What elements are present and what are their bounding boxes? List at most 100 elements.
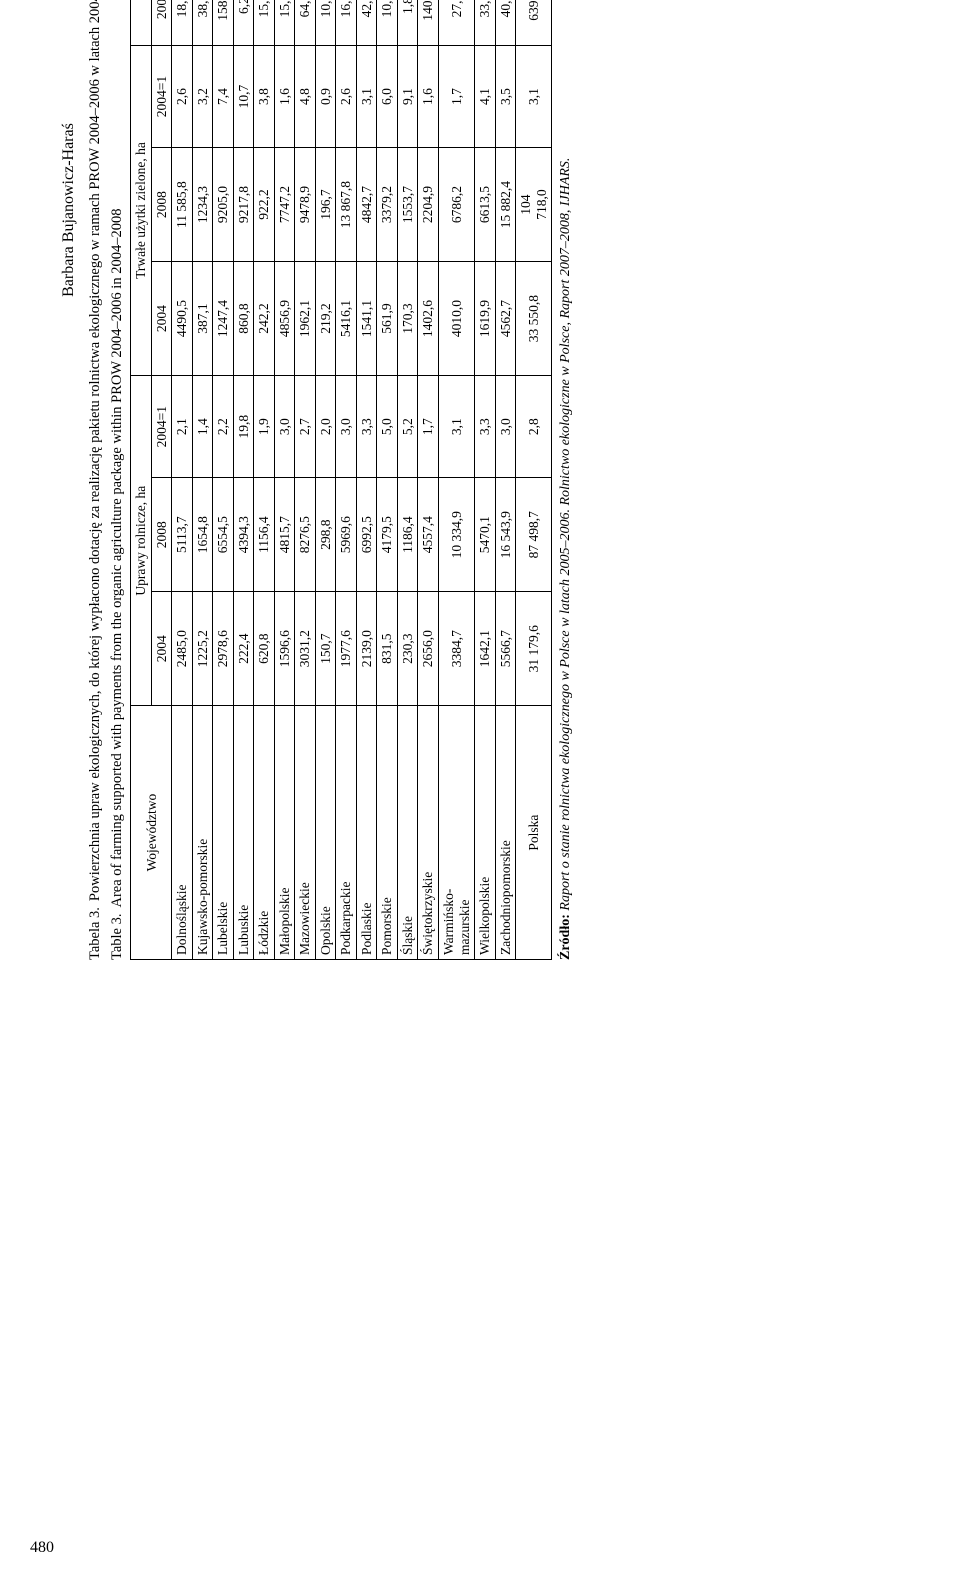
cell: 170,3: [397, 262, 418, 376]
cell: 1,4: [192, 376, 213, 478]
cell: 40,6: [495, 0, 516, 46]
cell: 6,0: [377, 46, 398, 148]
cell: 16 543,9: [495, 478, 516, 592]
cell: 4856,9: [274, 262, 295, 376]
cell: 1225,2: [192, 592, 213, 706]
cell: 2139,0: [356, 592, 377, 706]
page-number: 480: [30, 1539, 54, 1557]
cell: 1247,4: [213, 262, 234, 376]
cell: 6992,5: [356, 478, 377, 592]
table-row: Wielkopolskie1642,15470,13,31619,96613,5…: [475, 0, 496, 960]
row-label: Podkarpackie: [336, 706, 357, 960]
cell: 4394,3: [233, 478, 254, 592]
cell: 4490,5: [172, 262, 193, 376]
cell: 1156,4: [254, 478, 275, 592]
col-group-zielone: Trwałe użytki zielone, ha: [131, 46, 152, 376]
cell: 4,8: [295, 46, 316, 148]
subcol: 2004: [151, 262, 172, 376]
cell: 3,0: [495, 376, 516, 478]
cell: 4815,7: [274, 478, 295, 592]
row-label: Wielkopolskie: [475, 706, 496, 960]
cell: 222,4: [233, 592, 254, 706]
row-label: Zachodniopomorskie: [495, 706, 516, 960]
col-group-rolnicze: Uprawy rolnicze, ha: [131, 376, 152, 706]
cell: 1977,6: [336, 592, 357, 706]
table-row: Polska31 179,687 498,72,833 550,8104718,…: [516, 0, 552, 960]
source-line: Źródło: Raport o stanie rolnictwa ekolog…: [558, 0, 574, 960]
table-row: Łódzkie620,81156,41,9242,2922,23,815,210…: [254, 0, 275, 960]
source-text: Raport o stanie rolnictwa ekologicznego …: [558, 158, 573, 911]
row-label: Łódzkie: [254, 706, 275, 960]
subcol: 2008: [151, 148, 172, 262]
cell: 6554,5: [213, 478, 234, 592]
table-row: Pomorskie831,54179,55,0561,93379,26,010,…: [377, 0, 398, 960]
cell: 561,9: [377, 262, 398, 376]
table-row: Kujawsko-pomorskie1225,21654,81,4387,112…: [192, 0, 213, 960]
table-row: Mazowieckie3031,28276,52,71962,19478,94,…: [295, 0, 316, 960]
cell: 5,2: [397, 376, 418, 478]
cell: 33 550,8: [516, 262, 552, 376]
row-label: Lubelskie: [213, 706, 234, 960]
table-row: Lubelskie2978,66554,52,21247,49205,07,41…: [213, 0, 234, 960]
cell: 1,7: [438, 46, 474, 148]
source-label: Źródło:: [558, 914, 573, 960]
col-group-warzywne: Uprawy warzywne, ha: [131, 0, 152, 46]
cell: 2,2: [213, 376, 234, 478]
cell: 4842,7: [356, 148, 377, 262]
cell: 6613,5: [475, 148, 496, 262]
cell: 2,6: [336, 46, 357, 148]
cell: 140,1: [418, 0, 439, 46]
subcol: 2004: [151, 0, 172, 46]
row-label: Świętokrzyskie: [418, 706, 439, 960]
data-table: Województwo Uprawy rolnicze, ha Trwałe u…: [130, 0, 552, 960]
cell: 1402,6: [418, 262, 439, 376]
cell: 87 498,7: [516, 478, 552, 592]
cell: 4179,5: [377, 478, 398, 592]
cell: 10,8: [315, 0, 336, 46]
cell: 1642,1: [475, 592, 496, 706]
cell: 15,2: [274, 0, 295, 46]
cell: 922,2: [254, 148, 275, 262]
cell: 7,4: [213, 46, 234, 148]
cell: 1654,8: [192, 478, 213, 592]
cell: 860,8: [233, 262, 254, 376]
table-row: Dolnośląskie2485,05113,72,14490,511 585,…: [172, 0, 193, 960]
cell: 298,8: [315, 478, 336, 592]
cell: 9217,8: [233, 148, 254, 262]
cell: 0,9: [315, 46, 336, 148]
cell: 3379,2: [377, 148, 398, 262]
row-label: Dolnośląskie: [172, 706, 193, 960]
cell: 1,9: [254, 376, 275, 478]
caption-pl-label: Tabela 3.: [86, 907, 104, 960]
cell: 150,7: [315, 592, 336, 706]
cell: 10,7: [233, 46, 254, 148]
table-row: Warmińsko-mazurskie3384,710 334,93,14010…: [438, 0, 474, 960]
cell: 639,4: [516, 0, 552, 46]
cell: 1,6: [274, 46, 295, 148]
cell: 2,6: [172, 46, 193, 148]
cell: 8276,5: [295, 478, 316, 592]
cell: 2,8: [516, 376, 552, 478]
cell: 3,8: [254, 46, 275, 148]
cell: 620,8: [254, 592, 275, 706]
cell: 4010,0: [438, 262, 474, 376]
cell: 1234,3: [192, 148, 213, 262]
cell: 158,3: [213, 0, 234, 46]
cell: 31 179,6: [516, 592, 552, 706]
cell: 5416,1: [336, 262, 357, 376]
cell: 4562,7: [495, 262, 516, 376]
cell: 16,3: [336, 0, 357, 46]
cell: 3,1: [438, 376, 474, 478]
cell: 1,8: [397, 0, 418, 46]
cell: 2,0: [315, 376, 336, 478]
cell: 3,3: [475, 376, 496, 478]
row-label: Małopolskie: [274, 706, 295, 960]
caption-en-label: Table 3.: [108, 914, 126, 961]
row-label: Warmińsko-mazurskie: [438, 706, 474, 960]
cell: 387,1: [192, 262, 213, 376]
subcol: 2004=1: [151, 46, 172, 148]
cell: 10 334,9: [438, 478, 474, 592]
cell: 3031,2: [295, 592, 316, 706]
cell: 219,2: [315, 262, 336, 376]
cell: 3,0: [274, 376, 295, 478]
